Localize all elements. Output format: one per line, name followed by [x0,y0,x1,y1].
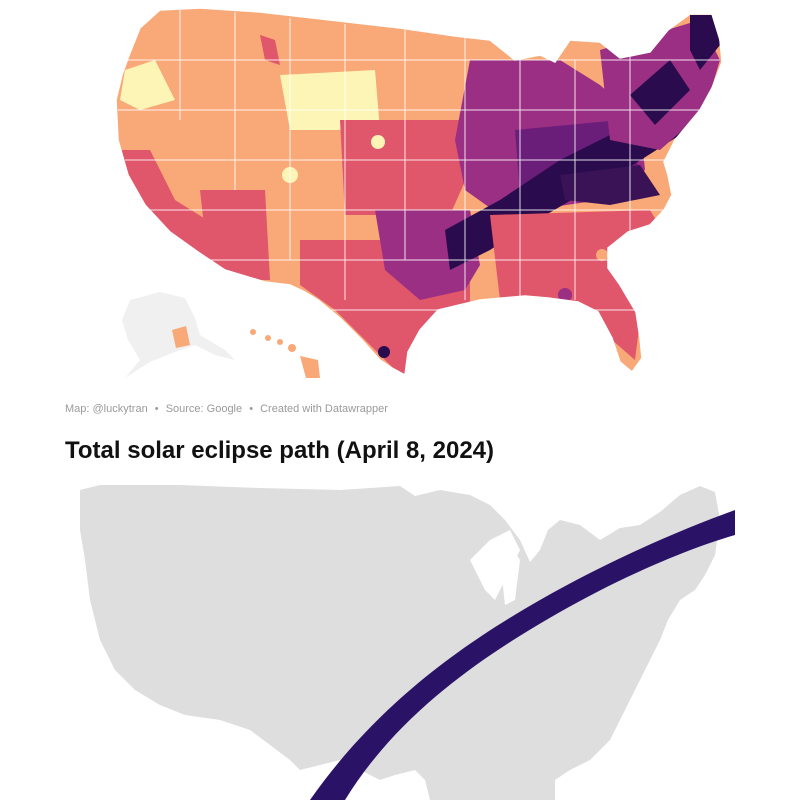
hawaii-inset [250,329,320,378]
credit-separator: • [154,403,159,415]
totality-path-band [310,510,735,800]
state-borders [118,10,720,311]
spot-atlanta-orange [596,249,608,261]
lake-michigan-cutout [500,545,520,605]
region-idaho-pink [260,35,280,65]
spot-nebraska-yellow [371,135,385,149]
us-outline [115,7,723,377]
region-new-york-dark [630,60,690,125]
spot-louisiana-purple [558,288,572,302]
region-kentucky-dark [560,165,660,205]
credit-tool: Created with Datawrapper [260,403,388,415]
credit-author: Map: @luckytran [65,403,148,415]
eclipse-map-title: Total solar eclipse path (April 8, 2024) [65,437,495,464]
region-arizona-red [200,190,270,280]
region-pacific-northwest-yellow [120,60,175,110]
credit-separator: • [249,403,254,415]
eclipse-path-map [80,485,735,800]
map-credit-line: Map: @luckytran • Source: Google • Creat… [65,403,388,415]
region-wyoming-yellow [280,70,380,130]
search-interest-choropleth-map [115,7,723,378]
spot-south-texas-dark [378,346,390,358]
region-maine-dark [690,15,720,70]
credit-source: Source: Google [165,403,243,415]
alaska-highlight [172,326,190,348]
us-landmass [80,485,720,800]
great-lakes-cutout [470,530,520,600]
